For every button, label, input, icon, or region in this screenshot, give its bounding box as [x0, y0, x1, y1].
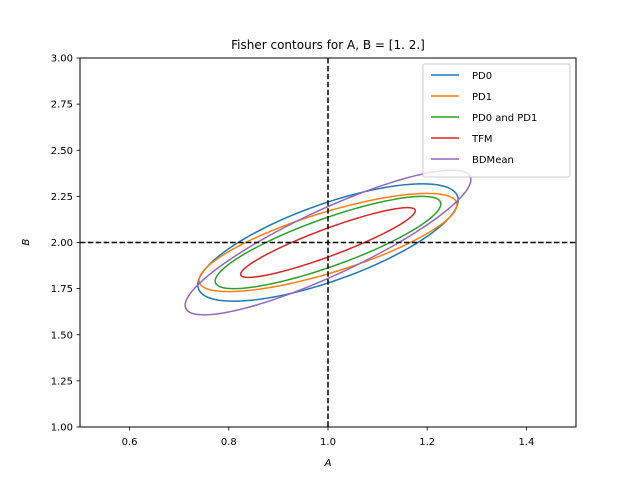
- legend-label: PD0 and PD1: [472, 113, 537, 124]
- legend-label: PD1: [472, 92, 492, 103]
- y-tick-label: 1.25: [51, 376, 73, 387]
- y-axis: 1.00 1.25 1.50 1.75 2.00 2.25 2.50 2.75 3.00: [51, 54, 80, 434]
- legend: PD0 PD1 PD0 and PD1 TFM BDMean: [422, 63, 571, 178]
- x-axis-title: A: [324, 458, 332, 469]
- y-axis-title: B: [21, 238, 32, 245]
- x-axis: 0.6 0.8 1.0 1.2 1.4: [122, 427, 534, 448]
- y-tick-label: 3.00: [51, 54, 73, 65]
- y-tick-label: 1.00: [51, 423, 73, 434]
- x-tick-label: 1.2: [419, 437, 435, 448]
- y-tick-label: 2.00: [51, 238, 73, 249]
- legend-label: BDMean: [472, 155, 514, 166]
- x-tick-label: 0.8: [221, 437, 237, 448]
- y-tick-label: 1.75: [51, 284, 73, 295]
- contour-tfm: [239, 206, 417, 279]
- x-tick-label: 1.4: [518, 437, 534, 448]
- chart-title: Fisher contours for A, B = [1. 2.]: [231, 38, 425, 52]
- contour-pd0-and-pd1: [214, 195, 442, 290]
- legend-label: TFM: [471, 134, 493, 145]
- y-tick-label: 1.50: [51, 330, 73, 341]
- legend-box: [422, 63, 571, 178]
- y-tick-label: 2.75: [51, 100, 73, 111]
- y-tick-label: 2.25: [51, 192, 73, 203]
- contour-pd1: [198, 192, 458, 293]
- legend-label: PD0: [472, 71, 492, 82]
- x-tick-label: 0.6: [122, 437, 138, 448]
- reference-lines: [80, 58, 576, 427]
- x-tick-label: 1.0: [320, 437, 336, 448]
- y-tick-label: 2.50: [51, 146, 73, 157]
